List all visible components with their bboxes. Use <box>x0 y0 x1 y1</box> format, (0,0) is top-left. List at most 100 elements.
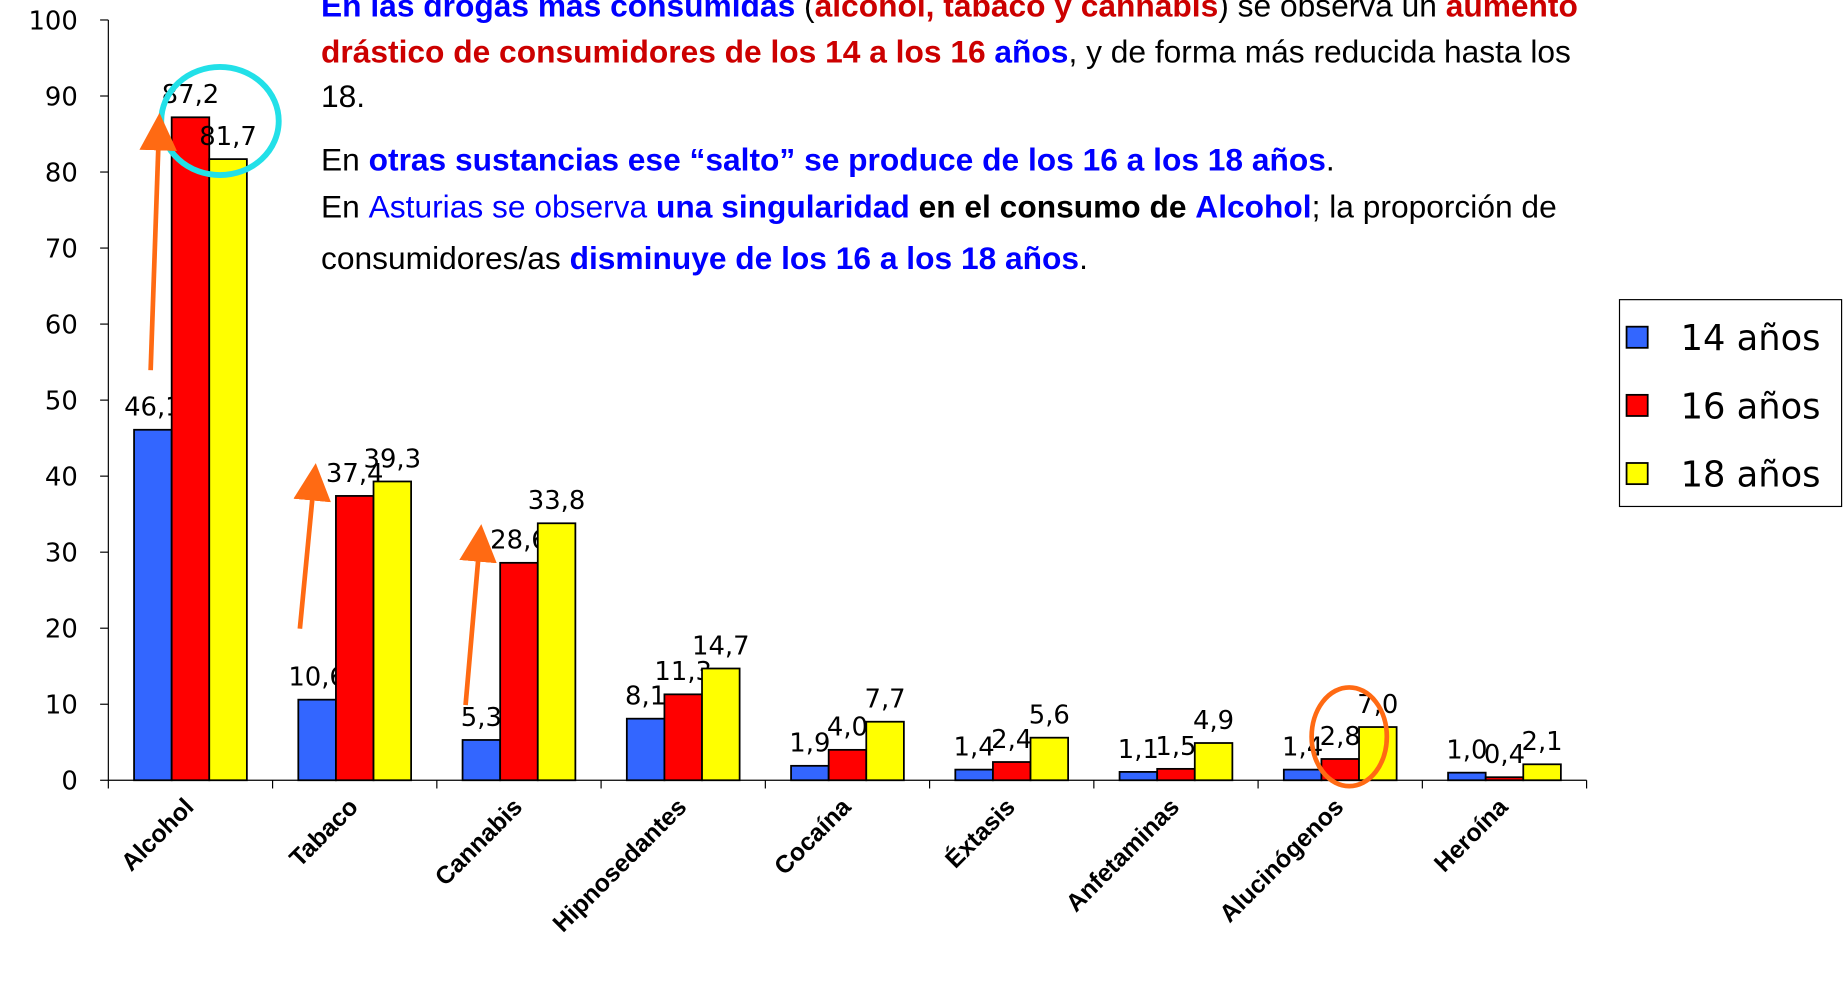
annotation-segment: En <box>321 188 369 224</box>
legend-label: 14 años <box>1681 318 1821 359</box>
bar <box>1156 767 1196 782</box>
legend-box <box>1618 299 1843 508</box>
y-tick-label: 10 <box>45 691 78 721</box>
legend-swatch <box>1625 325 1649 349</box>
y-tick-label: 90 <box>45 82 78 112</box>
annotation-segment: disminuye de los 16 a los 18 años <box>570 240 1079 276</box>
y-tick-label: 100 <box>28 6 77 36</box>
value-label: 2,8 <box>1320 722 1361 752</box>
value-label: 81,7 <box>199 122 257 152</box>
bar <box>1029 736 1070 782</box>
bar <box>1484 776 1525 782</box>
y-tick-label: 30 <box>45 539 78 569</box>
bar <box>461 739 502 782</box>
x-tick-label: Heroína <box>1429 793 1513 877</box>
bar <box>992 761 1032 782</box>
bar <box>536 522 577 782</box>
value-label: 39,3 <box>364 444 422 474</box>
decorations <box>139 64 1390 789</box>
highlight-circle <box>1309 685 1390 789</box>
x-tick-label: Tabaco <box>285 794 364 873</box>
value-label: 5,6 <box>1029 701 1070 731</box>
legend-swatch <box>1625 462 1649 486</box>
bar <box>1522 763 1562 782</box>
bar <box>372 480 413 782</box>
bar <box>297 698 337 782</box>
x-tick-label: Cocaína <box>769 793 856 880</box>
bar <box>827 748 868 782</box>
arrow <box>293 463 331 629</box>
value-label: 4,0 <box>827 713 868 743</box>
annotation-segment: . <box>1326 141 1335 177</box>
value-label: 7,7 <box>865 685 906 715</box>
value-label: 14,7 <box>692 631 750 661</box>
bar <box>1282 768 1323 782</box>
annotation-segment: otras sustancias ese “salto” se produce … <box>369 141 1326 177</box>
x-tick-label: Alcohol <box>116 794 199 877</box>
value-label: 5,3 <box>461 703 502 733</box>
legend-label: 18 años <box>1681 454 1821 495</box>
value-label: 33,8 <box>528 486 586 516</box>
y-tick-label: 70 <box>45 234 78 264</box>
bar <box>335 495 375 782</box>
arrow <box>459 524 497 706</box>
annotation-line: En Asturias se observa una singularidad … <box>321 188 1557 224</box>
bar <box>1193 742 1234 782</box>
annotation-segment: . <box>1079 240 1088 276</box>
bar <box>790 764 830 782</box>
annotation-line: consumidores/as disminuye de los 16 a lo… <box>321 240 1088 276</box>
annotation-line: drástico de consumidores de los 14 a los… <box>321 33 1571 69</box>
annotation-segment: En <box>321 141 369 177</box>
annotation-segment: ) se observa un <box>1218 0 1445 23</box>
bar <box>663 693 703 782</box>
y-tick-label: 40 <box>45 463 78 493</box>
bar <box>625 717 666 782</box>
value-label: 2,4 <box>991 725 1032 755</box>
annotation-line: 18. <box>321 78 365 114</box>
annotation-segment: ; la proporción de <box>1312 188 1557 224</box>
annotation-line: En otras sustancias ese “salto” se produ… <box>321 141 1335 177</box>
annotation-segment: ( <box>795 0 815 23</box>
annotation-line: En las drogas más consumidas (alcohol, t… <box>321 0 1578 23</box>
bar <box>499 561 539 782</box>
value-label: 0,4 <box>1484 740 1525 770</box>
annotation-segment: drástico de consumidores de los 14 a los… <box>321 33 986 69</box>
bar <box>701 667 741 782</box>
y-tick-label: 20 <box>45 615 78 645</box>
y-tick-label: 60 <box>45 310 78 340</box>
legend-swatch <box>1625 393 1649 417</box>
annotation-segment: alcohol, tabaco y cannabis <box>815 0 1219 23</box>
value-label: 4,9 <box>1193 706 1234 736</box>
annotation-segment: En las drogas más consumidas <box>321 0 795 23</box>
annotation-segment: en el consumo de <box>910 188 1196 224</box>
value-label: 1,0 <box>1446 736 1487 766</box>
value-label: 1,4 <box>954 733 995 763</box>
x-tick-label: Alucinógenos <box>1215 794 1349 928</box>
annotation-segment: una singularidad <box>656 188 910 224</box>
bar <box>133 428 173 782</box>
bar <box>170 116 211 782</box>
bar <box>1447 771 1487 782</box>
value-label: 1,1 <box>1118 735 1159 765</box>
value-label: 2,1 <box>1522 727 1563 757</box>
annotation-segment: años <box>986 33 1069 69</box>
bar <box>954 768 994 782</box>
arrow <box>139 112 178 371</box>
x-tick-label: Éxtasis <box>940 793 1021 874</box>
annotation-segment: Asturias se observa <box>369 188 656 224</box>
annotation-segment: aumento <box>1446 0 1578 23</box>
y-tick-label: 0 <box>61 767 77 797</box>
bar <box>865 720 905 782</box>
bar <box>1118 771 1159 782</box>
x-tick-label: Cannabis <box>430 794 528 892</box>
annotation-segment: Alcohol <box>1195 188 1311 224</box>
value-label: 1,9 <box>789 729 830 759</box>
x-tick-label: Hipnosedantes <box>548 794 692 938</box>
bar <box>208 158 248 782</box>
value-label: 8,1 <box>625 682 666 712</box>
y-tick-label: 50 <box>45 387 78 417</box>
value-label: 1,5 <box>1155 732 1196 762</box>
annotation-segment: 18. <box>321 78 365 114</box>
